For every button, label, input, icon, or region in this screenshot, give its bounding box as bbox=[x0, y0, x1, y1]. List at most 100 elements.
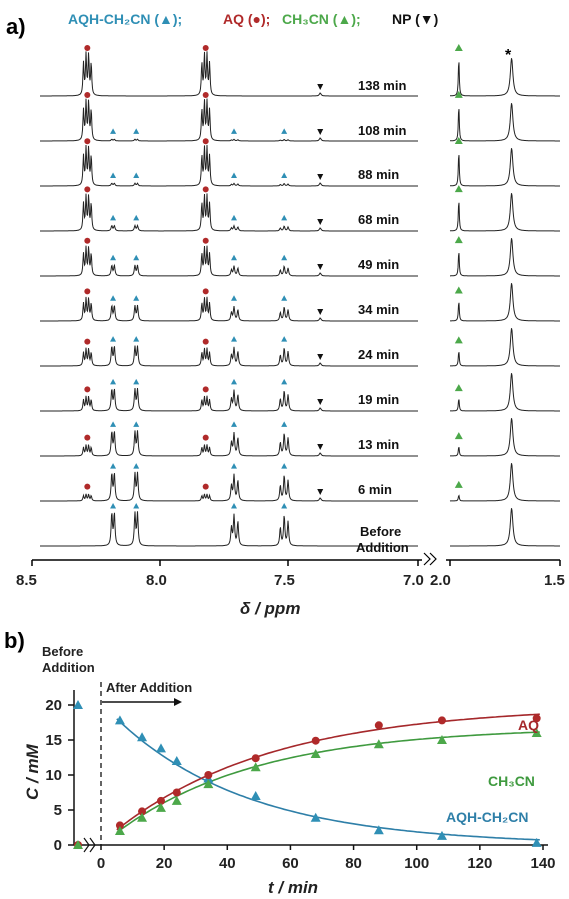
spectrum-trace-right bbox=[449, 193, 560, 232]
legend-aq: AQ (●); bbox=[223, 11, 270, 27]
panel-a-label: a) bbox=[6, 14, 26, 39]
time-labels: 138 min 108 min 88 min 68 min 49 min 34 … bbox=[356, 78, 409, 555]
spectrum-trace bbox=[40, 51, 418, 97]
time-label-68: 68 min bbox=[358, 212, 399, 227]
panel-b-after: After Addition bbox=[106, 680, 192, 695]
ch3cn-marker bbox=[454, 236, 463, 244]
data-point-triangle bbox=[531, 728, 542, 737]
data-point-triangle bbox=[250, 791, 261, 800]
np-marker bbox=[317, 129, 324, 135]
panel-a-ticks: 8.5 8.0 7.5 7.0 2.0 1.5 bbox=[16, 572, 565, 589]
spectrum-trace-right bbox=[450, 148, 560, 187]
aq-marker bbox=[202, 288, 209, 295]
np-marker bbox=[317, 444, 324, 450]
time-label-24: 24 min bbox=[358, 347, 399, 362]
x-tick-label: 20 bbox=[156, 855, 173, 872]
aqh-marker bbox=[133, 214, 140, 221]
time-label-19: 19 min bbox=[358, 392, 399, 407]
np-marker bbox=[317, 354, 324, 360]
np-marker bbox=[317, 84, 324, 90]
x-tick-label: 120 bbox=[467, 855, 492, 872]
spectrum-trace bbox=[40, 430, 418, 457]
aqh-marker bbox=[231, 463, 238, 469]
panel-b-ylabel: C / mM bbox=[23, 743, 42, 800]
time-label-138: 138 min bbox=[358, 78, 406, 93]
aqh-marker bbox=[110, 214, 117, 221]
aqh-marker bbox=[281, 336, 288, 342]
time-label-34: 34 min bbox=[358, 302, 399, 317]
aq-marker bbox=[84, 338, 91, 345]
data-point-triangle bbox=[155, 743, 166, 753]
aq-marker bbox=[84, 45, 91, 51]
x-tick-label: 80 bbox=[345, 855, 362, 872]
ch3cn-marker bbox=[454, 432, 463, 440]
data-point-triangle bbox=[531, 837, 542, 847]
aq-marker bbox=[84, 288, 91, 295]
asterisk: * bbox=[505, 47, 512, 64]
ch3cn-marker bbox=[454, 384, 463, 392]
spectrum-trace bbox=[40, 471, 418, 502]
data-point-triangle bbox=[73, 700, 83, 709]
y-tick-label: 10 bbox=[45, 767, 62, 784]
series-label-aq: AQ bbox=[518, 717, 539, 733]
ch3cn-marker bbox=[454, 90, 463, 98]
aq-marker bbox=[84, 237, 91, 244]
aqh-marker bbox=[281, 254, 288, 261]
nmr-spectra bbox=[40, 44, 560, 547]
data-point-circle bbox=[115, 821, 124, 830]
aq-marker bbox=[202, 186, 209, 193]
tick-2.0: 2.0 bbox=[430, 572, 451, 589]
spectrum-trace bbox=[40, 193, 418, 232]
panel-b-label: b) bbox=[4, 628, 25, 653]
fit-aqh-curve bbox=[116, 718, 540, 841]
time-label-108: 108 min bbox=[358, 123, 406, 138]
aq-marker bbox=[84, 434, 91, 441]
tick-1.5: 1.5 bbox=[544, 572, 565, 589]
aq-marker bbox=[202, 483, 209, 490]
data-point-triangle bbox=[373, 739, 384, 749]
np-marker bbox=[317, 309, 324, 315]
spectrum-trace bbox=[40, 345, 418, 367]
panel-b-before-1: Before bbox=[42, 644, 83, 659]
ch3cn-marker bbox=[454, 336, 463, 344]
aqh-marker bbox=[281, 214, 288, 221]
data-point-triangle bbox=[373, 825, 384, 835]
spectrum-trace-right bbox=[450, 238, 560, 277]
aqh-marker bbox=[133, 378, 140, 385]
x-tick-label: 100 bbox=[404, 855, 429, 872]
data-point-triangle bbox=[114, 826, 125, 835]
aq-marker bbox=[202, 92, 209, 98]
aq-marker bbox=[84, 483, 91, 490]
aqh-marker bbox=[281, 421, 288, 427]
aqh-marker bbox=[133, 254, 140, 261]
time-label-49: 49 min bbox=[358, 257, 399, 272]
fit-aq-curve bbox=[116, 713, 540, 831]
spectrum-trace-right bbox=[450, 283, 560, 322]
aqh-marker bbox=[231, 421, 238, 427]
spectrum-trace-right bbox=[449, 463, 560, 502]
data-point-triangle bbox=[73, 840, 83, 849]
aqh-marker bbox=[231, 336, 238, 342]
aqh-marker bbox=[231, 254, 238, 261]
tick-7.0: 7.0 bbox=[403, 572, 424, 589]
aqh-marker bbox=[110, 503, 117, 509]
data-point-triangle bbox=[310, 749, 321, 758]
data-point-triangle bbox=[137, 732, 148, 742]
aqh-marker bbox=[231, 214, 238, 221]
data-point-circle bbox=[532, 714, 541, 723]
panel-a-x-axis bbox=[31, 552, 561, 566]
tick-8.5: 8.5 bbox=[16, 572, 37, 589]
aqh-marker bbox=[110, 378, 117, 385]
series-label-aqh: AQH-CH₂CN bbox=[446, 809, 528, 825]
y-tick-label: 15 bbox=[45, 732, 62, 749]
data-point-circle bbox=[251, 754, 260, 763]
aqh-marker bbox=[281, 503, 288, 509]
aqh-marker bbox=[281, 295, 288, 301]
y-tick-label: 20 bbox=[45, 697, 62, 714]
after-arrow bbox=[102, 698, 182, 706]
data-point-triangle bbox=[171, 756, 182, 765]
panel-b-before-2: Addition bbox=[42, 660, 95, 675]
aq-marker bbox=[84, 138, 91, 145]
aqh-marker bbox=[231, 128, 238, 134]
